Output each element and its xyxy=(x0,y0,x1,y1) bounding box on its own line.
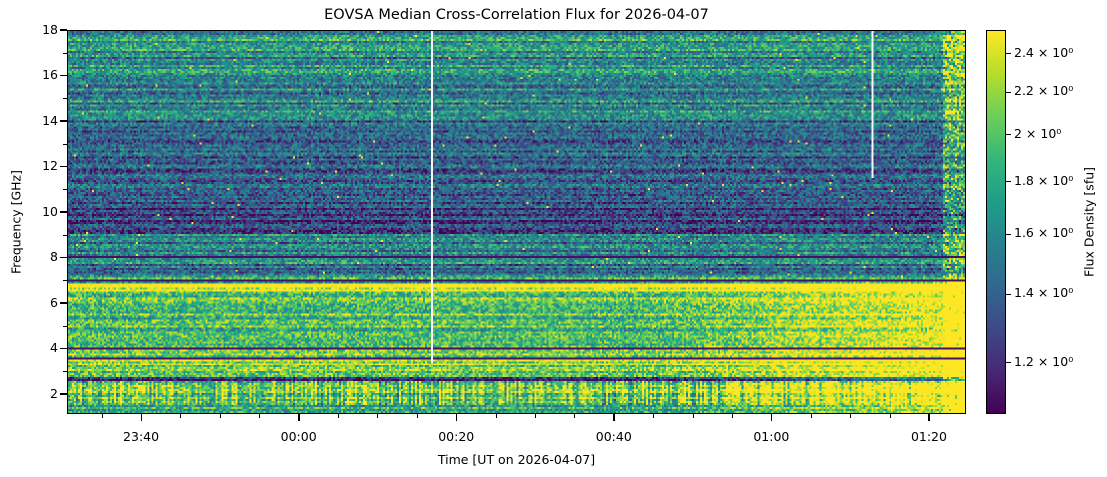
y-major-tick xyxy=(60,165,67,168)
x-major-tick xyxy=(140,414,143,421)
x-minor-tick xyxy=(850,414,852,418)
y-tick-label: 10 xyxy=(42,203,58,219)
y-tick-label: 6 xyxy=(50,294,58,310)
x-minor-tick xyxy=(259,414,261,418)
colorbar-tick xyxy=(1006,53,1011,55)
colorbar-tick-label: 1.4 × 10⁰ xyxy=(1014,285,1074,301)
y-minor-tick xyxy=(63,325,67,327)
colorbar-tick-label: 1.6 × 10⁰ xyxy=(1014,225,1074,241)
x-tick-label: 01:20 xyxy=(910,429,947,444)
x-minor-tick xyxy=(377,414,379,418)
x-major-tick xyxy=(770,414,773,421)
x-tick-label: 00:00 xyxy=(280,429,317,444)
colorbar-label: Flux Density [sfu] xyxy=(1081,166,1097,278)
y-major-tick xyxy=(60,74,67,77)
spectrogram-heatmap xyxy=(68,31,965,413)
colorbar-tick xyxy=(1006,134,1011,136)
x-major-tick xyxy=(298,414,300,421)
x-minor-tick xyxy=(535,414,537,418)
y-tick-label: 12 xyxy=(42,158,58,174)
x-tick-label: 00:40 xyxy=(595,429,632,444)
y-tick-label: 16 xyxy=(42,67,58,83)
x-axis-label: Time [UT on 2026-04-07] xyxy=(437,452,596,467)
colorbar-tick xyxy=(1006,181,1011,183)
x-minor-tick xyxy=(219,414,221,418)
y-minor-tick xyxy=(63,371,67,373)
chart-title: EOVSA Median Cross-Correlation Flux for … xyxy=(324,7,709,23)
y-minor-tick xyxy=(63,98,67,100)
colorbar-tick-label: 1.2 × 10⁰ xyxy=(1014,353,1074,369)
y-major-tick xyxy=(60,347,67,350)
y-tick-label: 18 xyxy=(42,22,58,37)
y-major-tick xyxy=(60,302,67,304)
y-minor-tick xyxy=(63,280,67,282)
y-tick-label: 8 xyxy=(50,249,58,265)
y-minor-tick xyxy=(63,52,67,54)
y-minor-tick xyxy=(63,143,67,145)
colorbar-tick xyxy=(1006,233,1011,235)
y-tick-label: 2 xyxy=(50,385,58,401)
colorbar xyxy=(986,30,1006,414)
x-minor-tick xyxy=(653,414,655,418)
x-tick-label: 00:20 xyxy=(438,429,475,444)
y-tick-label: 4 xyxy=(50,340,58,356)
y-major-tick xyxy=(60,256,67,259)
colorbar-tick-label: 2.4 × 10⁰ xyxy=(1014,44,1074,60)
x-minor-tick xyxy=(416,414,418,418)
y-major-tick xyxy=(60,29,67,31)
x-minor-tick xyxy=(180,414,182,418)
x-major-tick xyxy=(455,414,458,421)
y-minor-tick xyxy=(63,189,67,191)
colorbar-tick xyxy=(1006,362,1011,364)
x-minor-tick xyxy=(692,414,694,418)
x-minor-tick xyxy=(574,414,576,418)
x-major-tick xyxy=(613,414,615,421)
y-major-tick xyxy=(60,211,67,213)
x-tick-label: 01:00 xyxy=(753,429,790,444)
x-minor-tick xyxy=(810,414,812,418)
x-minor-tick xyxy=(495,414,497,418)
y-major-tick xyxy=(60,120,67,122)
x-major-tick xyxy=(928,414,930,421)
y-axis-label: Frequency [GHz] xyxy=(8,170,24,274)
x-minor-tick xyxy=(338,414,340,418)
y-tick-label: 14 xyxy=(42,112,58,128)
colorbar-tick xyxy=(1006,91,1011,93)
x-minor-tick xyxy=(731,414,733,418)
y-major-tick xyxy=(60,393,67,395)
colorbar-tick-label: 1.8 × 10⁰ xyxy=(1014,172,1074,188)
x-minor-tick xyxy=(101,414,103,418)
spectrogram-plot-area xyxy=(67,30,966,414)
colorbar-tick-label: 2 × 10⁰ xyxy=(1014,125,1062,141)
x-tick-label: 23:40 xyxy=(123,429,160,444)
colorbar-tick xyxy=(1006,293,1011,295)
x-minor-tick xyxy=(889,414,891,418)
colorbar-tick-label: 2.2 × 10⁰ xyxy=(1014,83,1074,99)
y-minor-tick xyxy=(63,234,67,236)
